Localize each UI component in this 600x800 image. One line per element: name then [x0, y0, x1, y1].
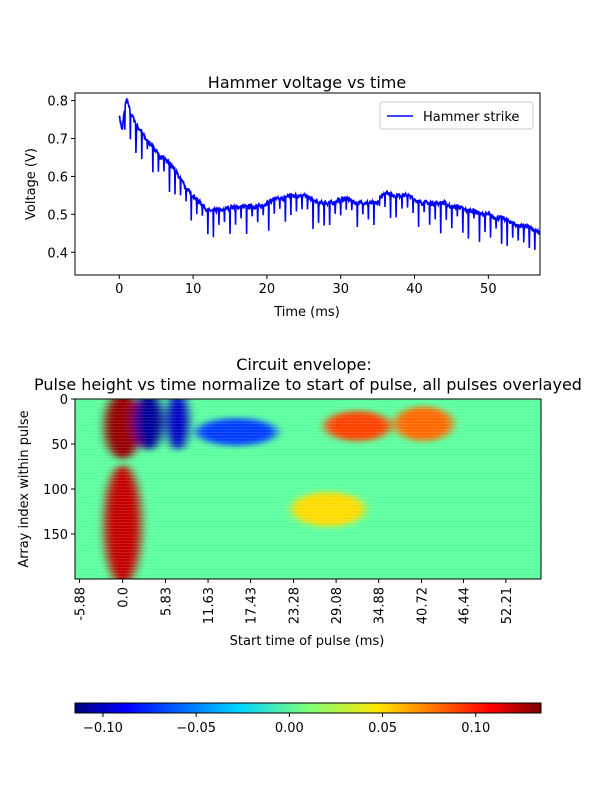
line-chart-x-label: Time (ms) [273, 305, 340, 320]
colorbar-tick-label: −0.10 [83, 721, 123, 736]
y-tick-label: 0.8 [47, 95, 68, 110]
heatmap-chart: Circuit envelope: Pulse height vs time n… [17, 355, 582, 649]
y-tick-label: 0.7 [47, 133, 68, 148]
legend-box [379, 101, 534, 130]
y-tick-label: 50 [51, 438, 68, 453]
y-tick-label: 150 [43, 528, 68, 543]
legend: Hammer strike [379, 101, 534, 130]
colorbar-tick-label: 0.10 [461, 721, 490, 736]
x-tick-label: 17.43 [245, 587, 260, 624]
heatmap-y-ticks: 0 50 100 150 [43, 393, 75, 543]
x-tick-label: 50 [480, 282, 497, 297]
x-tick-label: 20 [259, 282, 276, 297]
x-tick-label: 46.44 [458, 587, 473, 624]
x-tick-label: 30 [332, 282, 349, 297]
heatmap-y-label: Array index within pulse [17, 410, 32, 567]
x-tick-label: 5.83 [159, 587, 174, 616]
x-tick-label: 40.72 [416, 587, 431, 624]
heatmap-title-line-1: Circuit envelope: [236, 355, 372, 374]
line-chart-y-ticks: 0.4 0.5 0.6 0.7 0.8 [47, 95, 75, 261]
x-tick-label: 10 [185, 282, 202, 297]
y-tick-label: 0 [60, 393, 68, 408]
y-tick-label: 0.6 [47, 170, 68, 185]
heatmap-title-line-2: Pulse height vs time normalize to start … [34, 375, 582, 394]
x-tick-label: 29.08 [330, 587, 345, 624]
heatmap-image [75, 399, 541, 579]
x-tick-label: 40 [406, 282, 423, 297]
legend-label-hammer-strike: Hammer strike [423, 110, 519, 125]
colorbar-tick-label: 0.00 [275, 721, 304, 736]
x-tick-label: 23.28 [288, 587, 303, 624]
colorbar-ticks: −0.10 −0.05 0.00 0.05 0.10 [83, 713, 490, 736]
y-tick-label: 0.5 [47, 208, 68, 223]
colorbar-tick-label: 0.05 [368, 721, 397, 736]
line-chart-x-ticks: 0 10 20 30 40 50 [115, 275, 497, 297]
colorbar: −0.10 −0.05 0.00 0.05 0.10 [74, 702, 542, 736]
line-chart: Hammer voltage vs time 0 10 20 30 40 50 0.40.… [24, 73, 541, 320]
y-tick-label: 100 [43, 483, 68, 498]
x-tick-label: 0 [115, 282, 123, 297]
series-line-hammer-strike [118, 97, 540, 250]
x-tick-label: 11.63 [202, 587, 217, 624]
y-tick-label: 0.4 [47, 246, 68, 261]
x-tick-label: -5.88 [74, 587, 89, 621]
x-tick-label: 34.88 [373, 587, 388, 624]
x-tick-label: 0.0 [117, 587, 132, 608]
colorbar-gradient [74, 702, 542, 714]
line-chart-title: Hammer voltage vs time [208, 73, 406, 92]
heatmap-x-label: Start time of pulse (ms) [230, 634, 385, 649]
heatmap-x-ticks: -5.88 0.0 5.83 11.63 17.43 23.28 29.08 34.88 40.… [74, 579, 515, 624]
line-chart-y-label: Voltage (V) [24, 148, 39, 220]
colorbar-tick-label: −0.05 [176, 721, 216, 736]
x-tick-label: 52.21 [500, 587, 515, 624]
